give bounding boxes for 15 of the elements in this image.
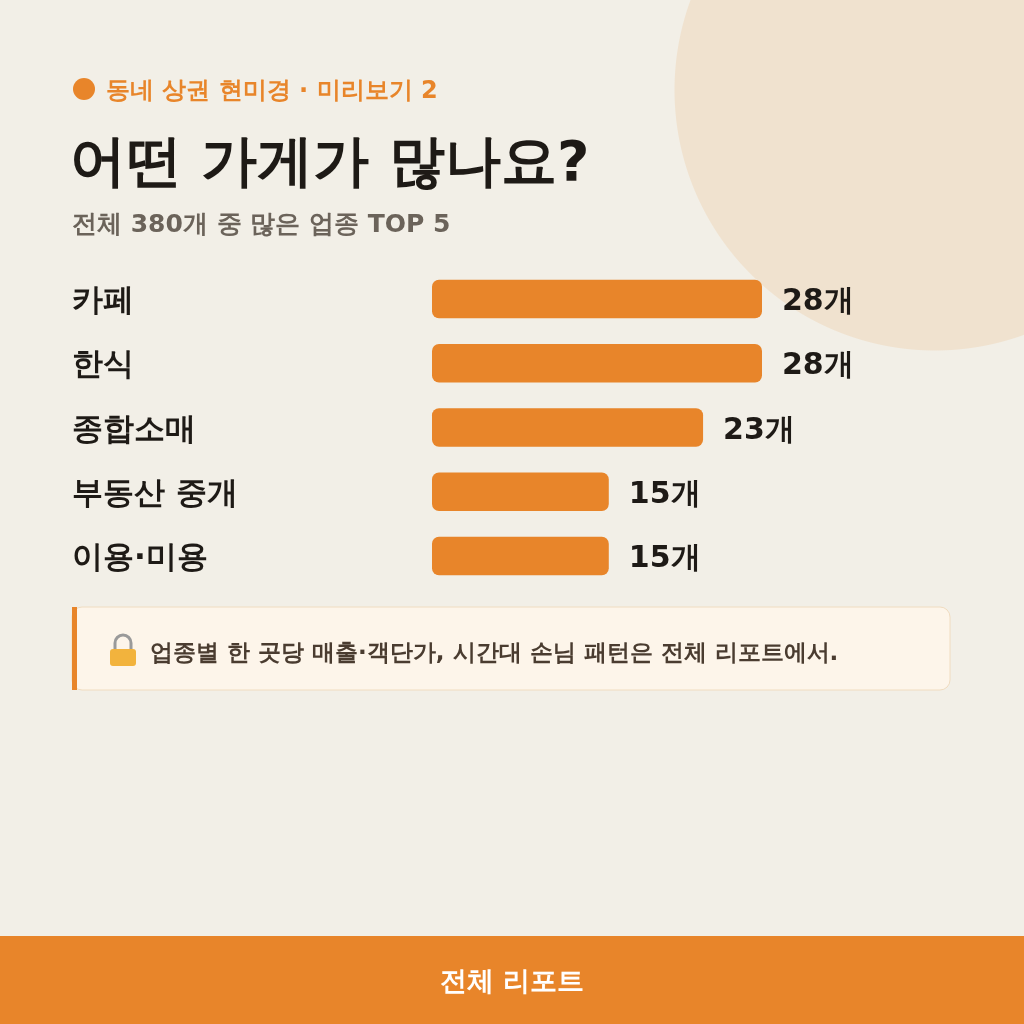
- y-tick-label: 부동산 중개: [72, 473, 238, 510]
- data-label: 28개: [782, 281, 854, 317]
- chart-title: 어떤 가게가 많나요?: [70, 128, 590, 193]
- data-label: 23개: [723, 410, 795, 446]
- y-tick-label: 종합소매: [72, 409, 196, 446]
- text: 동네 상권 현미경 · 미리보기 2: [106, 76, 438, 104]
- y-tick-label: 이용·미용: [72, 538, 208, 575]
- chart-subtitle: 전체 380개 중 많은 업종 TOP 5: [72, 209, 451, 238]
- data-label: 28개: [782, 346, 854, 382]
- text: 전체 리포트: [439, 965, 585, 996]
- y-tick-label: 카페: [72, 280, 134, 317]
- y-tick-label: 한식: [72, 345, 134, 382]
- text: 업종별 한 곳당 매출·객단가, 시간대 손님 패턴은 전체 리포트에서.: [150, 639, 839, 665]
- data-label: 15개: [628, 474, 701, 510]
- data-label: 15개: [628, 539, 701, 575]
